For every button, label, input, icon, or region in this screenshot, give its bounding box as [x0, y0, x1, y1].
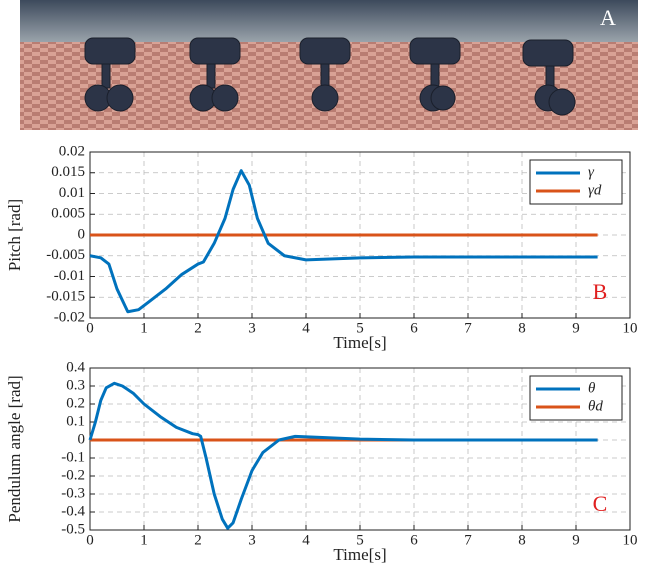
legend-label: θd: [588, 398, 603, 414]
x-tick-label: 4: [302, 320, 310, 336]
y-tick-label: 0.2: [66, 395, 85, 411]
x-tick-label: 3: [248, 320, 256, 336]
y-tick-label: 0.1: [66, 413, 85, 429]
y-tick-label: -0.01: [54, 268, 85, 284]
x-tick-label: 8: [518, 532, 526, 548]
x-tick-label: 10: [623, 532, 638, 548]
y-tick-label: -0.005: [46, 247, 85, 263]
x-tick-label: 0: [86, 320, 94, 336]
x-tick-label: 9: [572, 532, 580, 548]
panel-label: A: [600, 5, 616, 30]
x-tick-label: 4: [302, 532, 310, 548]
y-tick-label: -0.015: [46, 289, 85, 305]
x-tick-label: 0: [86, 532, 94, 548]
figure: A 012345678910-0.02-0.015-0.01-0.00500.0…: [0, 0, 646, 575]
panel-annotation: B: [593, 279, 608, 304]
y-axis-label: Pendulum angle [rad]: [5, 375, 24, 522]
y-tick-label: 0: [78, 226, 86, 242]
x-tick-label: 8: [518, 320, 526, 336]
x-axis-label: Time[s]: [333, 545, 386, 564]
series-line: [90, 171, 598, 312]
y-tick-label: 0.01: [59, 185, 85, 201]
legend-box: [530, 160, 622, 204]
x-tick-label: 6: [410, 532, 418, 548]
legend-label: θ: [588, 380, 596, 396]
legend-box: [530, 376, 622, 420]
y-tick-label: -0.3: [61, 485, 85, 501]
x-tick-label: 1: [140, 532, 148, 548]
y-tick-label: 0.3: [66, 377, 85, 393]
y-tick-label: -0.4: [61, 503, 85, 519]
scene-panel: A: [20, 0, 638, 130]
y-tick-label: -0.5: [61, 521, 85, 537]
series-line: [90, 383, 598, 528]
x-tick-label: 1: [140, 320, 148, 336]
x-tick-label: 2: [194, 320, 202, 336]
y-tick-label: 0.015: [51, 164, 85, 180]
x-tick-label: 9: [572, 320, 580, 336]
y-tick-label: 0.02: [59, 143, 85, 159]
x-tick-label: 2: [194, 532, 202, 548]
y-tick-label: -0.1: [61, 449, 85, 465]
x-axis-label: Time[s]: [333, 333, 386, 352]
y-tick-label: 0.4: [66, 359, 85, 375]
x-tick-label: 6: [410, 320, 418, 336]
legend-label: γd: [588, 182, 602, 198]
x-tick-label: 10: [623, 320, 638, 336]
y-tick-label: 0.005: [51, 206, 85, 222]
y-axis-label: Pitch [rad]: [5, 199, 24, 271]
y-tick-label: -0.2: [61, 467, 85, 483]
x-tick-label: 7: [464, 320, 472, 336]
panel-annotation: C: [593, 491, 608, 516]
y-tick-label: -0.02: [54, 309, 85, 325]
x-tick-label: 7: [464, 532, 472, 548]
x-tick-label: 3: [248, 532, 256, 548]
y-tick-label: 0: [78, 431, 86, 447]
